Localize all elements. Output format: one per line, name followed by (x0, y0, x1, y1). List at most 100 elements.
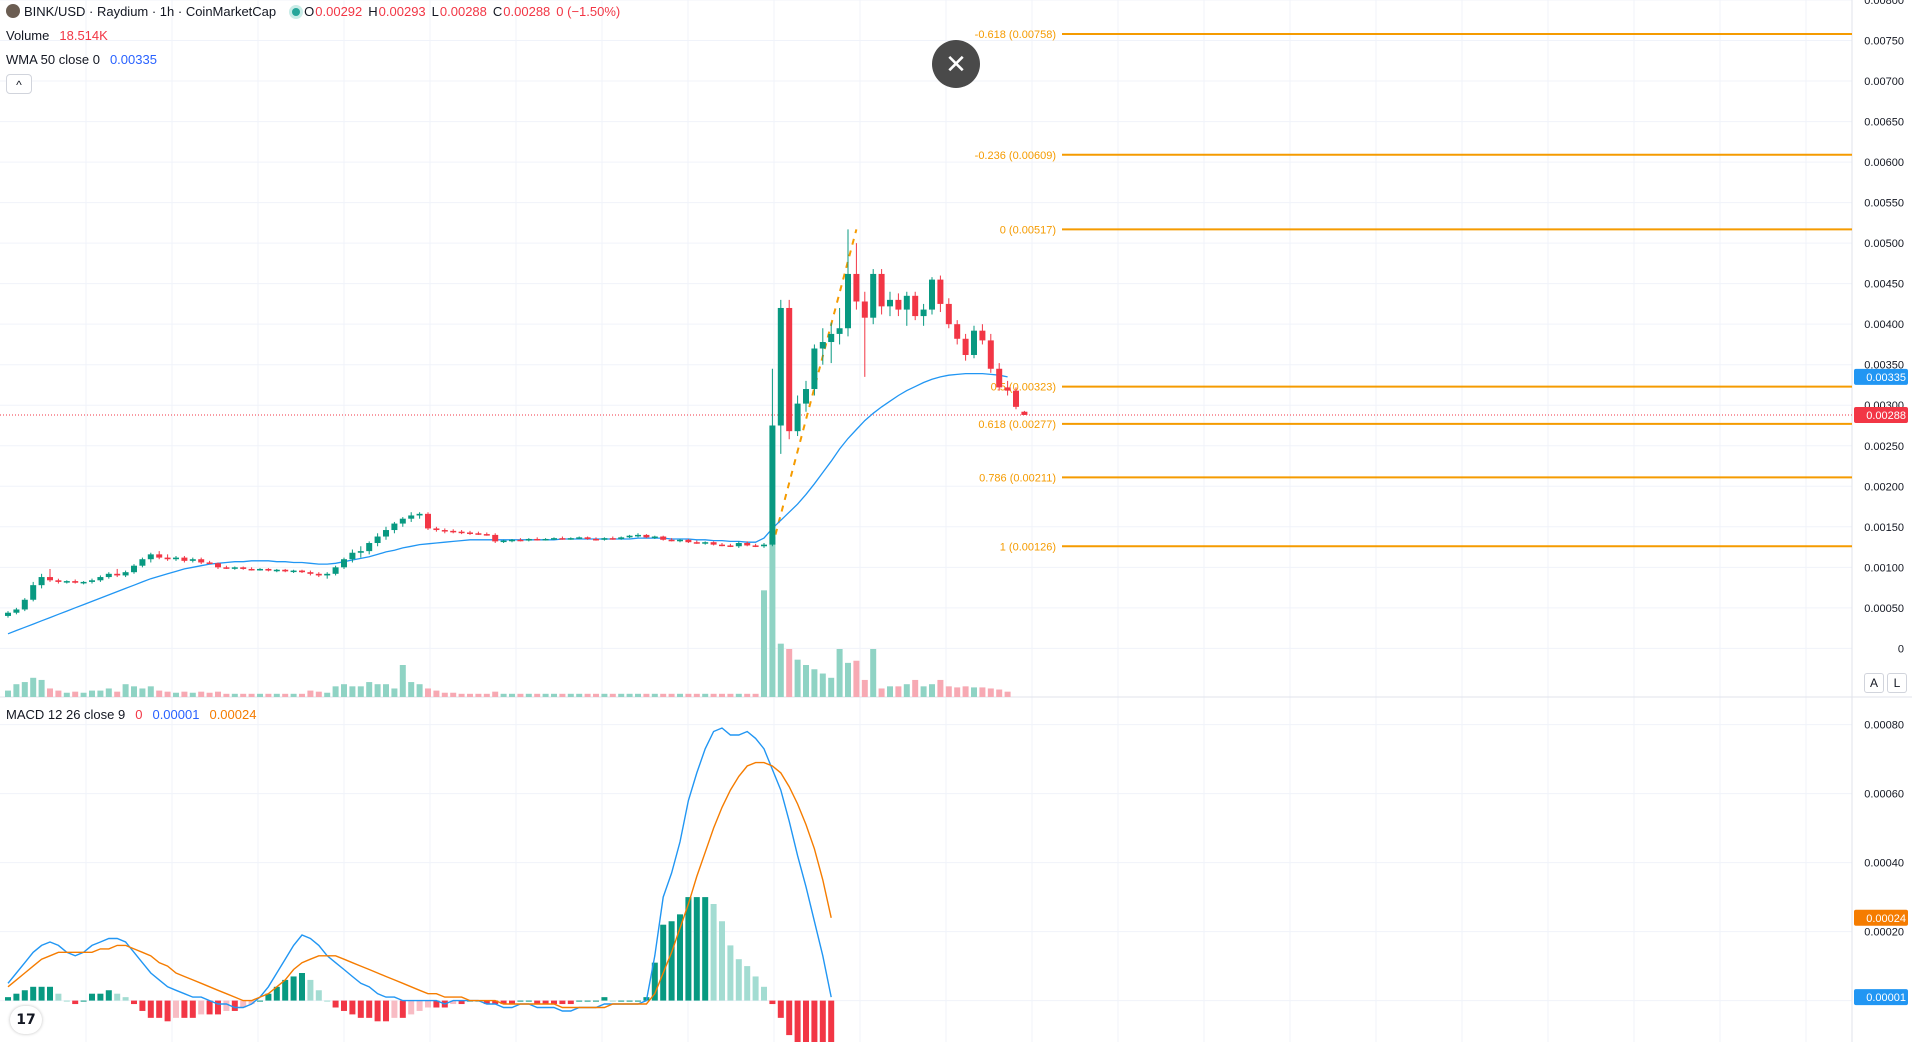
macd-histogram-bar (265, 993, 272, 1001)
candle-body (206, 562, 213, 564)
macd-histogram-bar (483, 1000, 490, 1005)
candle (542, 538, 549, 541)
macd-label[interactable]: MACD 12 26 close 9 (6, 707, 126, 722)
tradingview-logo-icon[interactable]: 17 (10, 1006, 42, 1034)
volume-bar (962, 686, 969, 697)
macd-histogram-bar (576, 1000, 583, 1002)
macd-histogram-bar (189, 1000, 196, 1018)
candle (458, 530, 465, 535)
fibonacci-retracement: -0.618 (0.00758) -0.236 (0.00609) 0 (0.005… (771, 29, 1852, 553)
candle-body (861, 301, 868, 318)
volume-bar (181, 691, 188, 697)
macd-histogram-bar (685, 897, 692, 1001)
volume-bar (903, 684, 910, 697)
candle (744, 541, 751, 547)
macd-histogram-bar (122, 997, 129, 1001)
candle (601, 537, 608, 541)
candle-body (156, 554, 163, 558)
macd-histogram-bar (702, 897, 709, 1001)
candle (5, 611, 11, 618)
fib-level-label: 0.786 (0.00211) (979, 472, 1056, 484)
candle-body (500, 540, 507, 543)
macd-histogram-bar (828, 1000, 835, 1042)
volume-bar (173, 692, 179, 697)
candle (273, 568, 280, 573)
macd-histogram-bar (500, 1000, 507, 1005)
macd-histogram-bar (248, 1000, 255, 1005)
plot-background (0, 0, 1852, 1042)
volume-bar (769, 537, 776, 697)
candle (794, 395, 801, 437)
volume-bar (744, 693, 751, 697)
candle-body (173, 557, 179, 560)
volume-bar (223, 693, 230, 697)
candle-body (97, 577, 104, 581)
auto-scale-button[interactable]: A (1864, 673, 1884, 693)
volume-bar (97, 690, 104, 697)
macd-legend[interactable]: MACD 12 26 close 9 0 0.00001 0.00024 (6, 707, 260, 723)
candle (1004, 380, 1011, 396)
macd-histogram-bar (593, 1000, 599, 1002)
wma-label[interactable]: WMA 50 close 0 (6, 52, 100, 67)
macd-histogram-bar (156, 1000, 163, 1018)
macd-histogram-bar (761, 986, 767, 1001)
candle-body (290, 570, 297, 573)
high-value: 0.00293 (378, 4, 426, 19)
volume-bar (853, 660, 860, 697)
wma-legend[interactable]: WMA 50 close 0 0.00335 (6, 52, 161, 68)
close-button[interactable]: ✕ (932, 40, 980, 88)
macd-histogram-bar (223, 1000, 230, 1011)
macd-histogram-bar (710, 904, 717, 1001)
volume-bar (38, 679, 45, 697)
volume-bar (668, 693, 675, 697)
volume-bar (878, 688, 885, 697)
volume-label[interactable]: Volume (6, 28, 50, 43)
candle (383, 526, 389, 540)
symbol-title[interactable]: BINK/USD · Raydium · 1h · CoinMarketCap (24, 4, 277, 19)
candle (164, 554, 171, 561)
candle (710, 541, 717, 546)
volume-bar (492, 691, 499, 697)
candle-body (374, 536, 381, 544)
candle-body (979, 330, 986, 341)
volume-bar (156, 690, 163, 697)
volume-bar (752, 693, 759, 697)
candle-body (702, 542, 709, 544)
candle-body (349, 552, 356, 560)
volume-bar (618, 693, 625, 697)
candle-body (853, 273, 860, 302)
symbol-legend[interactable]: BINK/USD · Raydium · 1h · CoinMarketCap O… (6, 4, 626, 20)
macd-histogram-bar (727, 945, 734, 1001)
price-tick-label: 0.00350 (1864, 360, 1904, 372)
macd-histogram-bar (72, 1000, 79, 1005)
candle-body (21, 599, 28, 610)
candle (290, 569, 297, 573)
log-scale-button[interactable]: L (1887, 673, 1907, 693)
candle (618, 536, 625, 540)
candle-body (735, 543, 742, 547)
volume-bar (131, 686, 137, 697)
candle-body (80, 581, 87, 584)
price-tick-label: 0.00600 (1864, 157, 1904, 169)
bink-coin-icon (6, 4, 20, 18)
volume-bar (559, 693, 566, 697)
macd-line (7, 727, 832, 1012)
macd-histogram-bar (509, 1000, 515, 1005)
collapse-legend-button[interactable]: ^ (6, 74, 32, 94)
candle (593, 537, 599, 541)
macd-badge-bg (1854, 989, 1908, 1006)
candle-body (307, 572, 314, 574)
close-label: C (492, 4, 503, 19)
candle (341, 557, 347, 569)
macd-pane (5, 727, 835, 1042)
candle (198, 557, 205, 565)
candle-body (383, 530, 389, 537)
candle-body (744, 543, 751, 546)
candle (475, 531, 482, 535)
volume-legend[interactable]: Volume 18.514K (6, 28, 112, 44)
macd-histogram-bar (257, 1000, 263, 1002)
volume-bar (803, 665, 809, 697)
macd-histogram-bar (105, 990, 112, 1001)
volume-bar (786, 649, 793, 697)
